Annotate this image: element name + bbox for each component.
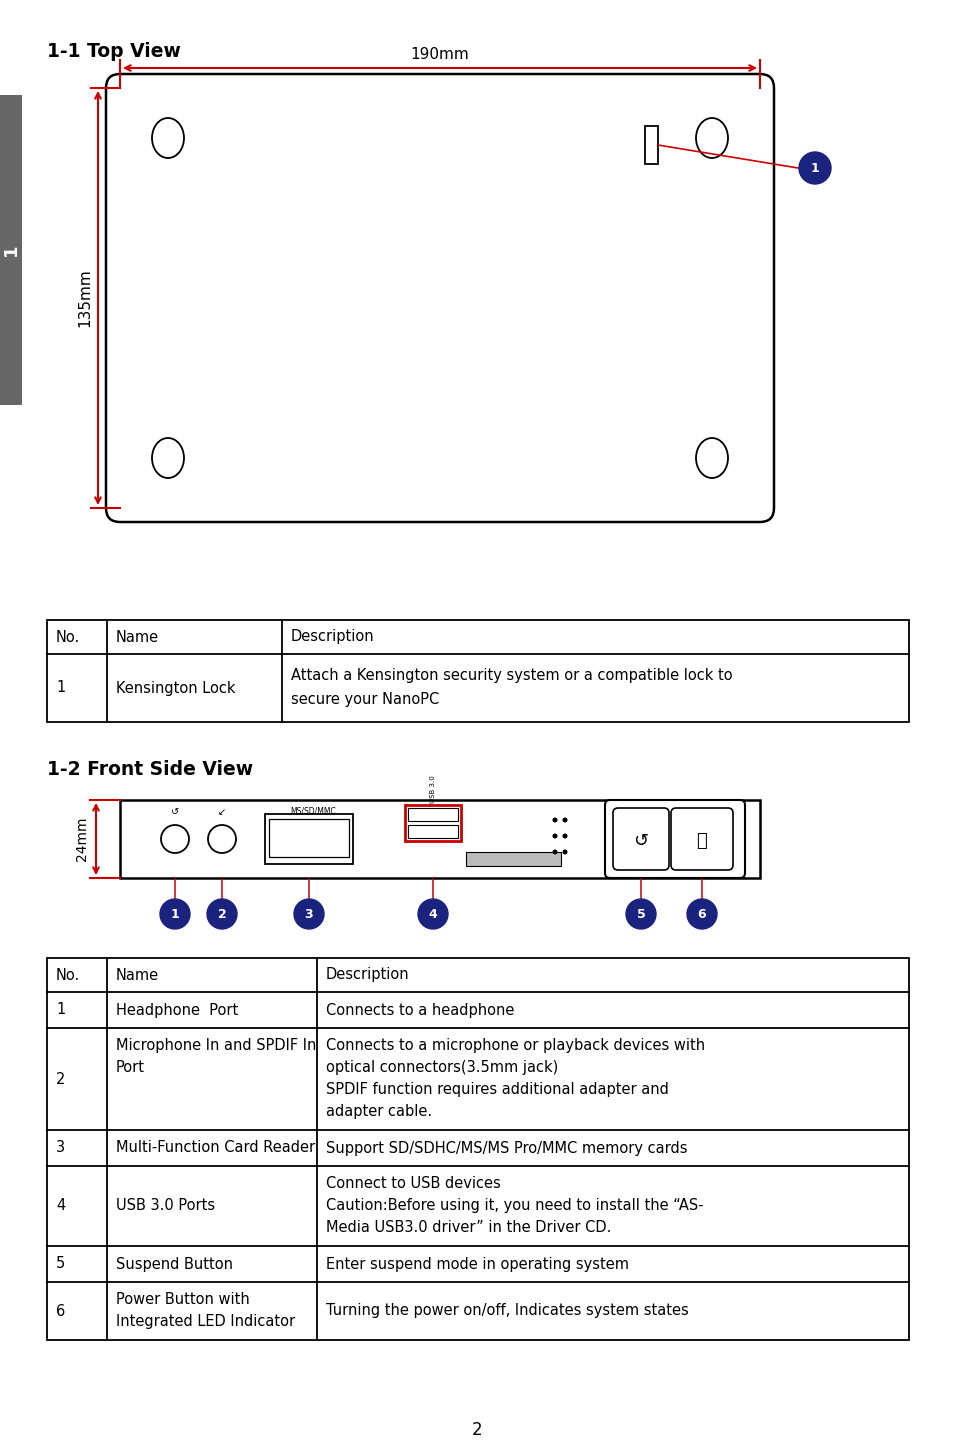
Text: 4: 4 — [428, 908, 436, 921]
Text: 2: 2 — [56, 1072, 66, 1086]
Text: Enter suspend mode in operating system: Enter suspend mode in operating system — [326, 1256, 628, 1272]
Text: secure your NanoPC: secure your NanoPC — [291, 693, 438, 707]
Text: ↺: ↺ — [171, 807, 179, 817]
Circle shape — [294, 899, 324, 929]
Text: Name: Name — [116, 630, 159, 645]
Bar — [120, 800, 760, 878]
Text: Suspend Button: Suspend Button — [116, 1256, 233, 1272]
Circle shape — [562, 817, 567, 822]
Bar — [408, 807, 457, 820]
Circle shape — [160, 899, 190, 929]
Text: USB 3.0 Ports: USB 3.0 Ports — [116, 1198, 214, 1214]
Circle shape — [686, 899, 717, 929]
Circle shape — [562, 833, 567, 838]
Text: 1: 1 — [56, 681, 65, 696]
Text: ↙: ↙ — [217, 807, 226, 817]
Text: Port: Port — [116, 1060, 145, 1074]
Text: 6: 6 — [56, 1304, 65, 1318]
Text: 6: 6 — [697, 908, 705, 921]
Bar — [265, 815, 353, 864]
Bar — [0, 94, 22, 405]
Text: Microphone In and SPDIF In: Microphone In and SPDIF In — [116, 1038, 316, 1053]
Text: adapter cable.: adapter cable. — [326, 1104, 432, 1119]
Circle shape — [161, 825, 189, 852]
Text: 2: 2 — [471, 1422, 482, 1439]
Text: 1: 1 — [171, 908, 179, 921]
Text: 1-2 Front Side View: 1-2 Front Side View — [47, 759, 253, 780]
Text: Turning the power on/off, Indicates system states: Turning the power on/off, Indicates syst… — [326, 1304, 688, 1318]
Text: Description: Description — [291, 630, 375, 645]
Text: Integrated LED Indicator: Integrated LED Indicator — [116, 1314, 294, 1329]
Text: 5: 5 — [636, 908, 644, 921]
Circle shape — [207, 899, 236, 929]
Ellipse shape — [696, 118, 727, 158]
Text: Multi-Function Card Reader: Multi-Function Card Reader — [116, 1140, 314, 1156]
Text: 5: 5 — [56, 1256, 65, 1272]
Text: 4: 4 — [56, 1198, 65, 1214]
Text: Media USB3.0 driver” in the Driver CD.: Media USB3.0 driver” in the Driver CD. — [326, 1220, 611, 1236]
Text: Name: Name — [116, 967, 159, 983]
Bar — [269, 819, 349, 857]
FancyBboxPatch shape — [670, 807, 732, 870]
Bar — [405, 804, 460, 841]
Text: ⏻: ⏻ — [696, 832, 706, 849]
Text: Connects to a headphone: Connects to a headphone — [326, 1002, 514, 1018]
Text: 1: 1 — [2, 244, 20, 256]
Bar — [47, 958, 908, 1340]
Ellipse shape — [696, 439, 727, 478]
Text: Power Button with: Power Button with — [116, 1292, 250, 1307]
Text: MS/SD/MMC: MS/SD/MMC — [290, 806, 335, 815]
Text: ↺: ↺ — [633, 832, 648, 849]
Bar — [408, 825, 457, 838]
Text: Connects to a microphone or playback devices with: Connects to a microphone or playback dev… — [326, 1038, 704, 1053]
Circle shape — [552, 849, 557, 854]
Circle shape — [552, 833, 557, 838]
Text: 24mm: 24mm — [75, 816, 89, 861]
Bar — [47, 620, 908, 722]
Text: 135mm: 135mm — [77, 269, 92, 327]
Text: USB 3.0: USB 3.0 — [430, 775, 436, 803]
Bar — [465, 852, 560, 865]
Text: 1: 1 — [810, 161, 819, 174]
Text: 3: 3 — [56, 1140, 65, 1156]
Text: Connect to USB devices: Connect to USB devices — [326, 1176, 500, 1191]
Text: Support SD/SDHC/MS/MS Pro/MMC memory cards: Support SD/SDHC/MS/MS Pro/MMC memory car… — [326, 1140, 687, 1156]
Text: No.: No. — [56, 967, 80, 983]
Text: Attach a Kensington security system or a compatible lock to: Attach a Kensington security system or a… — [291, 668, 732, 682]
Text: Description: Description — [326, 967, 409, 983]
Ellipse shape — [152, 118, 184, 158]
Circle shape — [562, 849, 567, 854]
Circle shape — [417, 899, 448, 929]
FancyBboxPatch shape — [106, 74, 773, 523]
Text: Kensington Lock: Kensington Lock — [116, 681, 235, 696]
Text: 3: 3 — [304, 908, 313, 921]
Ellipse shape — [152, 439, 184, 478]
Text: Headphone  Port: Headphone Port — [116, 1002, 238, 1018]
Circle shape — [208, 825, 235, 852]
Circle shape — [625, 899, 656, 929]
Text: SPDIF function requires additional adapter and: SPDIF function requires additional adapt… — [326, 1082, 668, 1098]
FancyBboxPatch shape — [613, 807, 668, 870]
Text: 2: 2 — [217, 908, 226, 921]
Text: 190mm: 190mm — [410, 46, 469, 62]
Text: 1-1 Top View: 1-1 Top View — [47, 42, 181, 61]
Text: Caution:Before using it, you need to install the “AS-: Caution:Before using it, you need to ins… — [326, 1198, 703, 1212]
Bar — [644, 126, 658, 164]
Circle shape — [799, 152, 830, 184]
Circle shape — [552, 817, 557, 822]
Text: No.: No. — [56, 630, 80, 645]
FancyBboxPatch shape — [604, 800, 744, 878]
Text: 1: 1 — [56, 1002, 65, 1018]
Text: optical connectors(3.5mm jack): optical connectors(3.5mm jack) — [326, 1060, 558, 1074]
